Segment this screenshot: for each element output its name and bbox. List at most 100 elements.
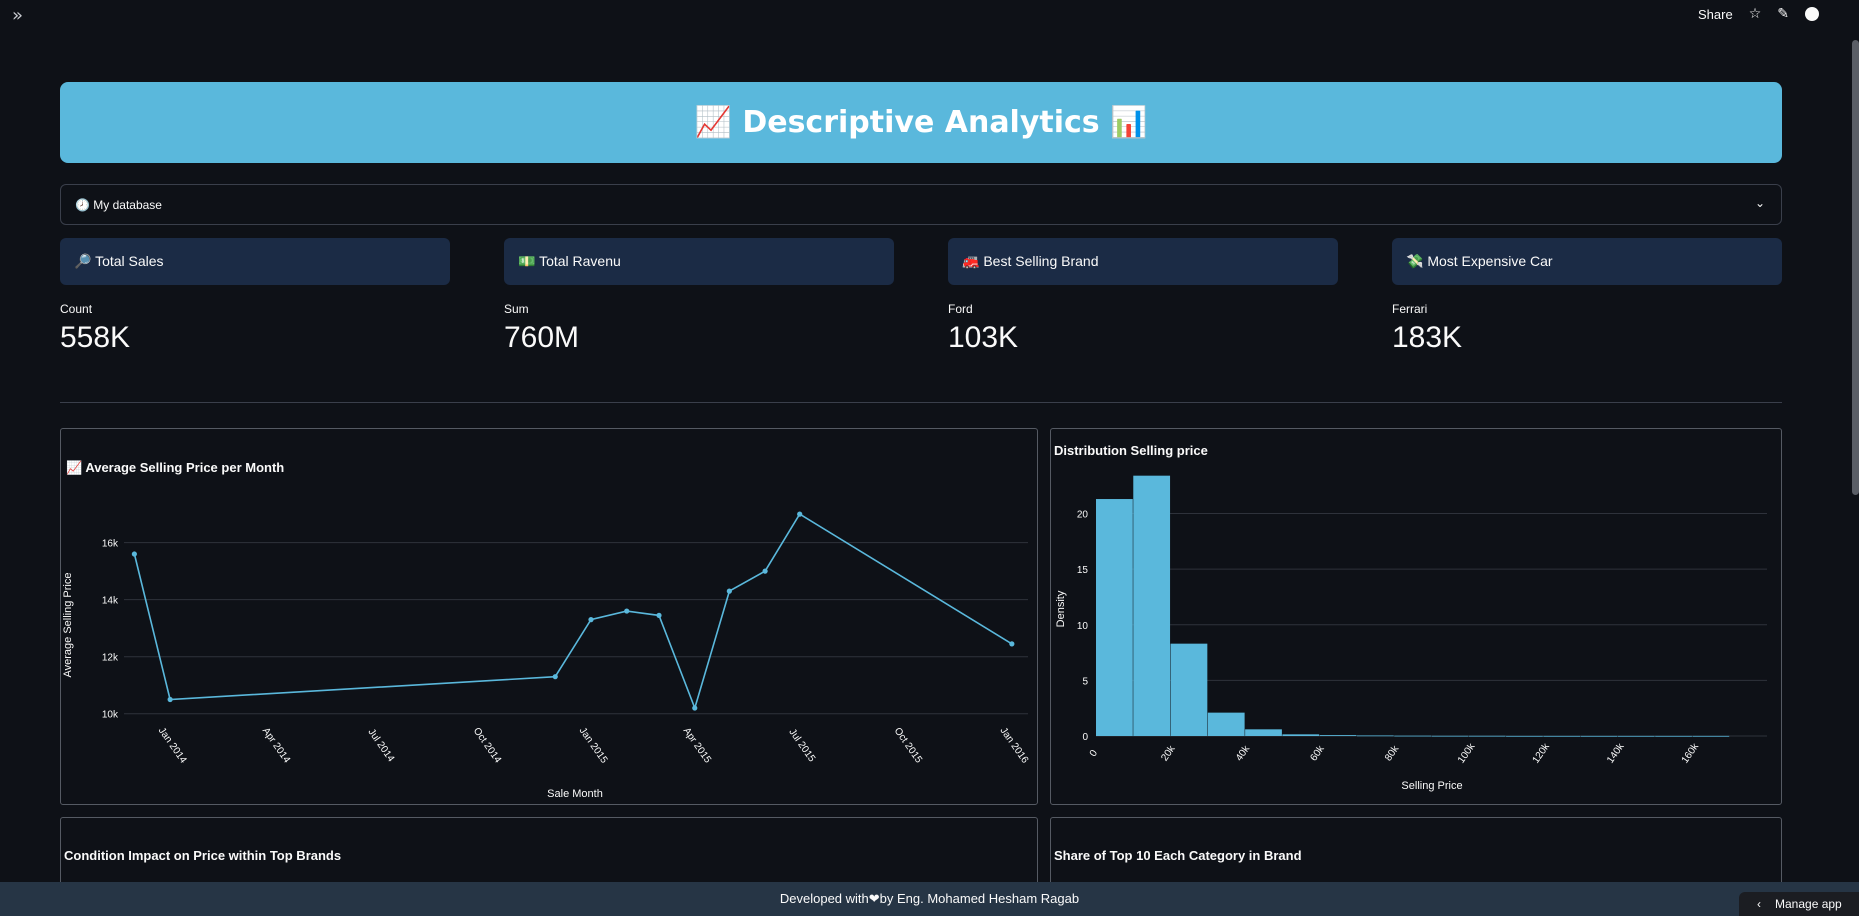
condition-chart-title: Condition Impact on Price within Top Bra… [64,848,342,863]
y-tick-label: 10k [102,710,119,721]
footer: Developed with❤by Eng. Mohamed Hesham Ra… [0,882,1859,916]
histogram-bar [1133,475,1171,736]
x-tick-label: 140k [1605,741,1627,766]
y-tick-label: 10 [1077,621,1089,632]
data-point [797,511,803,517]
x-tick-label: 80k [1383,743,1402,763]
histogram-y-label: Density [1055,590,1067,627]
metric-label: Ford [948,302,973,316]
y-tick-label: 5 [1082,676,1088,687]
histogram-bar [1580,735,1618,737]
chevron-left-icon: ‹ [1757,897,1761,911]
metric-card-total-revenue: 💵 Total Ravenu [504,238,894,285]
data-point [131,551,137,557]
histogram-bar [1692,735,1730,737]
y-tick-label: 12k [102,653,119,664]
divider [60,402,1782,403]
histogram-bar [1356,735,1394,737]
data-point [726,588,732,594]
metric-value: 183K [1392,321,1463,354]
x-tick-label: 160k [1680,741,1702,766]
line-series [133,512,1013,711]
histogram-bar [1431,735,1469,737]
histogram-chart[interactable]: 0 5 10 15 20 0 20k 40k 60k 80k 100k 120k 140k 160k S… [1051,429,1781,804]
metric-value: 558K [60,321,131,354]
line-series-points [131,511,1015,711]
histogram-bar [1207,712,1245,736]
histogram-x-ticks: 0 20k 40k 60k 80k 100k 120k 140k 160k [1088,741,1702,766]
top-bar: » Share ☆ ✎ [0,0,1859,30]
histogram-bar [1319,735,1357,736]
y-tick-label: 20 [1077,510,1089,521]
metric-card-total-sales: 🔎 Total Sales [60,238,450,285]
manage-app-button[interactable]: ‹ Manage app [1739,892,1859,916]
share-chart-title: Share of Top 10 Each Category in Brand [1054,848,1302,863]
histogram-x-label: Selling Price [1401,780,1462,792]
x-tick-label: 100k [1456,741,1478,766]
y-tick-label: 14k [102,596,119,607]
x-tick-label: Apr 2015 [681,726,714,766]
data-point [692,705,698,711]
x-tick-label: Jan 2016 [998,726,1031,766]
star-icon[interactable]: ☆ [1748,6,1762,22]
pencil-icon[interactable]: ✎ [1777,6,1789,22]
histogram-bar [1170,643,1208,736]
line-chart-title: 📈 Average Selling Price per Month [66,460,285,475]
histogram-bar [1543,735,1581,737]
page-banner: 📈 Descriptive Analytics 📊 [60,82,1782,163]
sidebar-toggle-icon[interactable]: » [12,5,24,26]
histogram-bar [1617,735,1655,737]
scrollbar[interactable] [1852,40,1859,495]
line-chart[interactable]: 10k 12k 14k 16k Jan 2014 Apr 2014 Jul 2014 Oct… [61,429,1037,804]
database-expander[interactable]: 🕗 My database ⌄ [60,184,1782,225]
page-title: 📈 Descriptive Analytics 📊 [694,105,1148,140]
histogram-bar [1506,735,1543,737]
metric-label: Ferrari [1392,302,1428,316]
line-chart-x-ticks: Jan 2014 Apr 2014 Jul 2014 Oct 2014 Jan 2015… [156,726,1031,766]
metric-card-expensive-car: 💸 Most Expensive Car [1392,238,1782,285]
metric-value: 103K [948,321,1019,354]
line-chart-grid [124,542,1028,715]
x-tick-label: Jul 2014 [366,727,397,765]
histogram-panel: Distribution Selling price 0 5 10 15 20 0 20k… [1050,428,1782,805]
metric-card-label: 💸 Most Expensive Car [1406,253,1553,269]
metric-card-label: 🔎 Total Sales [74,253,164,269]
x-tick-label: 20k [1159,743,1178,763]
x-tick-label: Jan 2015 [577,726,610,766]
x-tick-label: Jan 2014 [156,726,189,766]
metric-card-label: 🚒 Best Selling Brand [962,253,1099,269]
manage-app-label: Manage app [1775,897,1842,911]
x-tick-label: Oct 2014 [471,726,504,766]
expander-label: 🕗 My database [75,197,162,212]
line-chart-panel: 📈 Average Selling Price per Month 10k 12k… [60,428,1038,805]
line-chart-y-ticks: 10k 12k 14k 16k [102,539,119,721]
metric-value: 760M [504,321,580,354]
data-point [552,674,558,680]
histogram-grid [1096,513,1767,737]
github-icon[interactable] [1805,7,1819,21]
histogram-bar [1468,735,1506,737]
y-tick-label: 0 [1082,732,1088,743]
y-tick-label: 16k [102,539,119,550]
x-tick-label: Apr 2014 [260,726,293,766]
histogram-bar [1096,499,1133,736]
histogram-title: Distribution Selling price [1054,443,1208,458]
share-button[interactable]: Share [1698,6,1733,22]
metric-label: Sum [504,302,529,316]
histogram-bar [1282,734,1320,736]
x-tick-label: 0 [1088,748,1100,759]
x-tick-label: Jul 2015 [786,727,817,765]
histogram-bars [1096,475,1730,737]
metric-card-label: 💵 Total Ravenu [518,253,621,269]
metric-card-best-brand: 🚒 Best Selling Brand [948,238,1338,285]
data-point [762,568,768,574]
metric-label: Count [60,302,93,316]
x-tick-label: 40k [1234,743,1253,763]
line-chart-x-label: Sale Month [547,788,603,800]
data-point [656,612,662,618]
y-tick-label: 15 [1077,565,1089,576]
chevron-down-icon: ⌄ [1754,196,1765,210]
data-point [588,617,594,623]
data-point [624,608,630,614]
data-point [167,696,173,703]
